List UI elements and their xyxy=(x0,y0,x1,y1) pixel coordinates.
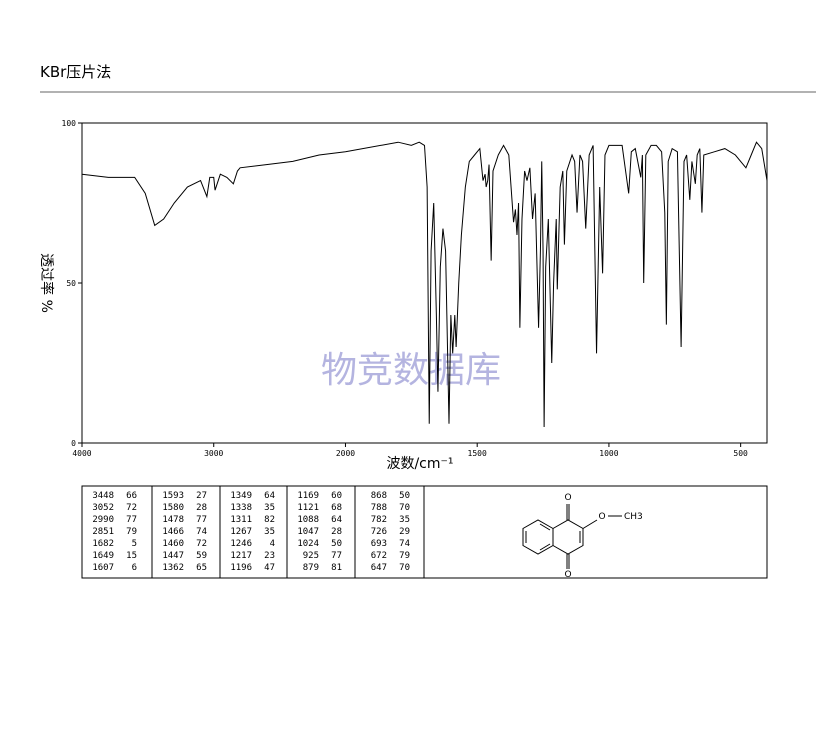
peak-wavenumber: 879 xyxy=(303,563,319,573)
peak-wavenumber: 1580 xyxy=(162,503,184,513)
peak-transmittance: 65 xyxy=(196,563,207,573)
plot-frame xyxy=(81,122,768,444)
peak-wavenumber: 1593 xyxy=(162,491,184,501)
quinone-ring xyxy=(552,519,584,555)
peak-wavenumber: 1478 xyxy=(162,515,184,525)
atom-label: O xyxy=(564,570,571,580)
peak-transmittance: 66 xyxy=(126,491,137,501)
peak-transmittance: 23 xyxy=(264,551,275,561)
peak-wavenumber: 1024 xyxy=(297,539,319,549)
peak-wavenumber: 1649 xyxy=(92,551,114,561)
peak-wavenumber: 693 xyxy=(371,539,387,549)
peak-wavenumber: 1362 xyxy=(162,563,184,573)
watermark: 物竞数据库 xyxy=(321,350,501,391)
peak-wavenumber: 1047 xyxy=(297,527,319,537)
peak-wavenumber: 1088 xyxy=(297,515,319,525)
peak-transmittance: 35 xyxy=(264,503,275,513)
peak-wavenumber: 1338 xyxy=(230,503,252,513)
peak-transmittance: 60 xyxy=(331,491,342,501)
peak-transmittance: 70 xyxy=(399,563,410,573)
x-tick-label: 4000 xyxy=(72,449,91,458)
peak-wavenumber: 2851 xyxy=(92,527,114,537)
peak-transmittance: 4 xyxy=(270,539,275,549)
peak-transmittance: 79 xyxy=(126,527,137,537)
peak-wavenumber: 1246 xyxy=(230,539,252,549)
peak-transmittance: 77 xyxy=(126,515,137,525)
peak-wavenumber: 868 xyxy=(371,491,387,501)
structure xyxy=(522,504,622,569)
atom-label: O xyxy=(564,493,571,503)
peak-wavenumber: 1682 xyxy=(92,539,114,549)
peak-wavenumber: 1607 xyxy=(92,563,114,573)
peak-wavenumber: 3448 xyxy=(92,491,114,501)
peak-wavenumber: 1447 xyxy=(162,551,184,561)
peak-wavenumber: 647 xyxy=(371,563,387,573)
peak-wavenumber: 2990 xyxy=(92,515,114,525)
peak-wavenumber: 3052 xyxy=(92,503,114,513)
peak-transmittance: 64 xyxy=(264,491,275,501)
peak-transmittance: 35 xyxy=(399,515,410,525)
x-tick-label: 2000 xyxy=(336,449,355,458)
peak-wavenumber: 1349 xyxy=(230,491,252,501)
bond xyxy=(582,519,598,529)
peak-transmittance: 82 xyxy=(264,515,275,525)
peak-wavenumber: 1311 xyxy=(230,515,252,525)
peak-wavenumber: 1217 xyxy=(230,551,252,561)
peak-wavenumber: 782 xyxy=(371,515,387,525)
x-axis-label: 波数/cm⁻¹ xyxy=(386,456,453,472)
peak-transmittance: 29 xyxy=(399,527,410,537)
peak-wavenumber: 1169 xyxy=(297,491,319,501)
x-tick-label: 3000 xyxy=(204,449,223,458)
peak-wavenumber: 1121 xyxy=(297,503,319,513)
peak-transmittance: 47 xyxy=(264,563,275,573)
benzene-ring xyxy=(522,519,554,555)
peak-transmittance: 59 xyxy=(196,551,207,561)
peak-transmittance: 28 xyxy=(196,503,207,513)
double-bond xyxy=(539,523,551,531)
peak-transmittance: 74 xyxy=(196,527,207,537)
peak-transmittance: 27 xyxy=(196,491,207,501)
peak-transmittance: 70 xyxy=(399,503,410,513)
peak-transmittance: 81 xyxy=(331,563,342,573)
peak-transmittance: 72 xyxy=(126,503,137,513)
peak-transmittance: 28 xyxy=(331,527,342,537)
peak-transmittance: 5 xyxy=(132,539,137,549)
double-bond xyxy=(539,543,551,551)
y-axis-label: 透过率 % xyxy=(38,253,55,313)
peak-transmittance: 6 xyxy=(132,563,137,573)
peak-transmittance: 72 xyxy=(196,539,207,549)
y-tick-label: 50 xyxy=(66,279,76,288)
peak-wavenumber: 1466 xyxy=(162,527,184,537)
peak-wavenumber: 726 xyxy=(371,527,387,537)
y-tick-label: 0 xyxy=(71,439,76,448)
peak-transmittance: 74 xyxy=(399,539,410,549)
peak-wavenumber: 1267 xyxy=(230,527,252,537)
peak-transmittance: 79 xyxy=(399,551,410,561)
peak-transmittance: 35 xyxy=(264,527,275,537)
x-tick-label: 1500 xyxy=(468,449,487,458)
peak-transmittance: 64 xyxy=(331,515,342,525)
peak-transmittance: 68 xyxy=(331,503,342,513)
peak-transmittance: 77 xyxy=(196,515,207,525)
x-tick-label: 1000 xyxy=(599,449,618,458)
atom-label: O xyxy=(598,512,605,522)
peak-transmittance: 50 xyxy=(399,491,410,501)
y-tick-label: 100 xyxy=(62,119,77,128)
peak-wavenumber: 1460 xyxy=(162,539,184,549)
peak-wavenumber: 1196 xyxy=(230,563,252,573)
spectrum-line xyxy=(81,141,768,428)
peak-wavenumber: 788 xyxy=(371,503,387,513)
chart-title: KBr压片法 xyxy=(40,63,111,81)
peak-transmittance: 50 xyxy=(331,539,342,549)
peak-transmittance: 77 xyxy=(331,551,342,561)
peak-transmittance: 15 xyxy=(126,551,137,561)
peak-wavenumber: 672 xyxy=(371,551,387,561)
peak-wavenumber: 925 xyxy=(303,551,319,561)
x-tick-label: 500 xyxy=(733,449,748,458)
atom-label: CH3 xyxy=(624,512,643,522)
